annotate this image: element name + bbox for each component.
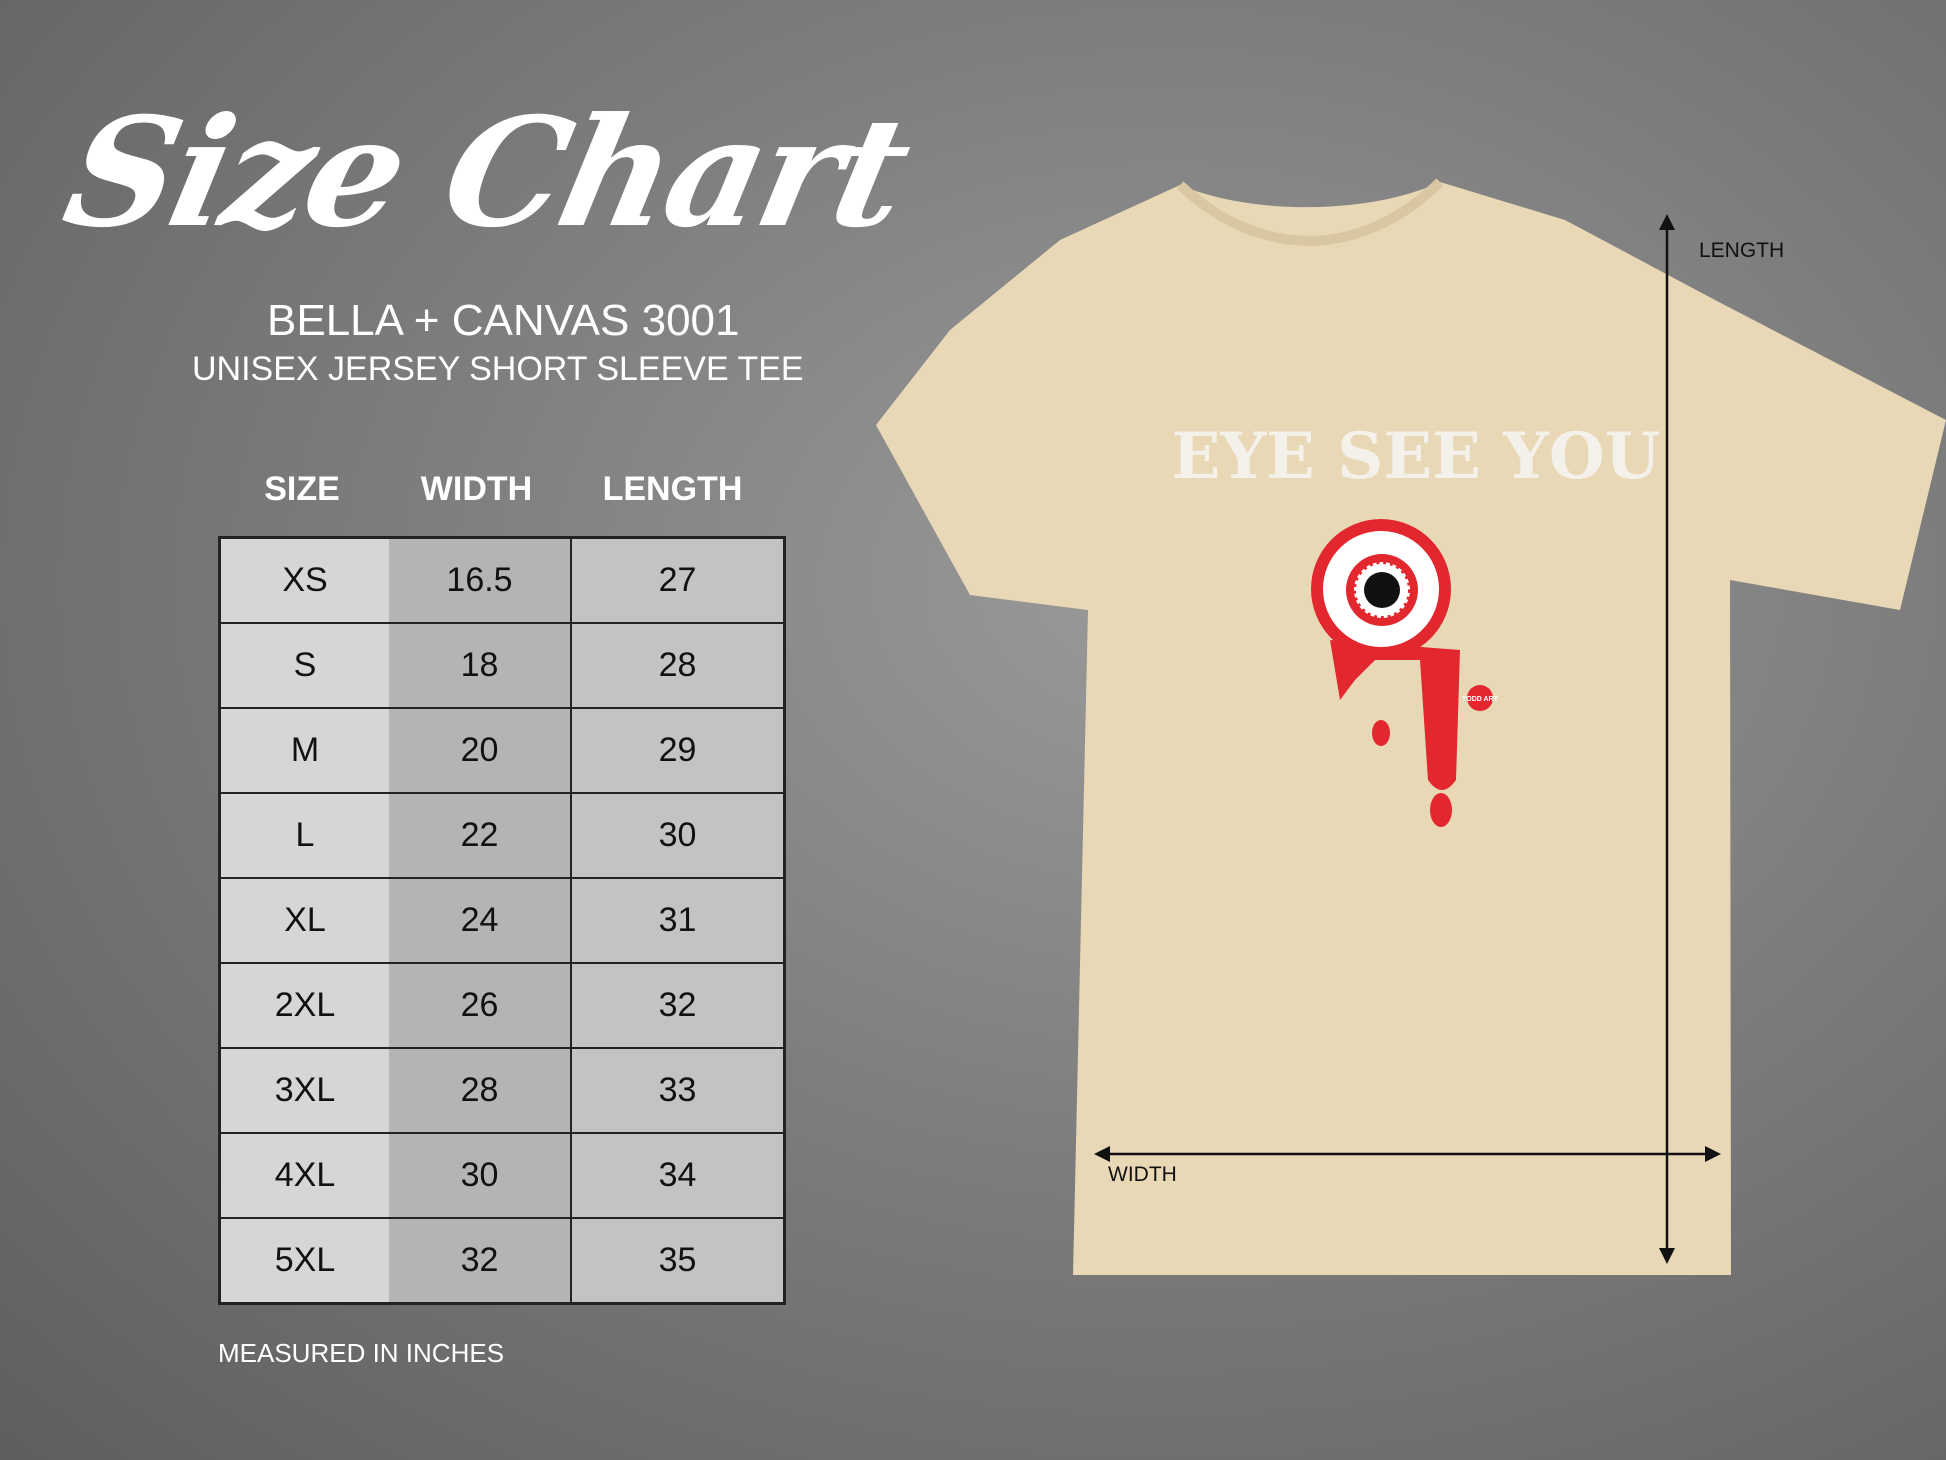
blood-drop xyxy=(1372,720,1390,746)
product-subtitle: UNISEX JERSEY SHORT SLEEVE TEE xyxy=(192,350,804,388)
table-row: 4XL 30 34 xyxy=(218,1132,786,1219)
size-cell: M xyxy=(218,707,389,794)
length-cell: 29 xyxy=(570,707,786,794)
width-cell: 20 xyxy=(389,707,572,794)
size-cell: 3XL xyxy=(218,1047,389,1134)
units-note: MEASURED IN INCHES xyxy=(218,1338,505,1368)
pupil xyxy=(1364,572,1400,608)
blood-drop xyxy=(1430,793,1452,827)
width-label: WIDTH xyxy=(1108,1163,1177,1186)
width-cell: 22 xyxy=(389,792,572,879)
header-size: SIZE xyxy=(264,470,340,508)
length-cell: 35 xyxy=(570,1217,786,1305)
print-text: EYE SEE YOU xyxy=(1172,419,1661,494)
size-cell: XL xyxy=(218,877,389,964)
table-row: 5XL 32 35 xyxy=(218,1217,786,1305)
tshirt-body xyxy=(876,182,1946,1275)
table-row: XS 16.5 27 xyxy=(218,536,786,624)
size-cell: L xyxy=(218,792,389,879)
width-cell: 28 xyxy=(389,1047,572,1134)
length-arrow xyxy=(1659,214,1675,1264)
length-cell: 28 xyxy=(570,622,786,709)
brand-model: BELLA + CANVAS 3001 xyxy=(267,296,740,345)
table-row: M 20 29 xyxy=(218,707,786,794)
logo-badge xyxy=(1467,685,1493,711)
size-cell: 5XL xyxy=(218,1217,389,1305)
tshirt-collar xyxy=(1176,178,1444,246)
size-table: XS 16.5 27 S 18 28 M 20 29 L 22 30 XL 24 31 2XL 26 32 3XL 2… xyxy=(218,536,786,1305)
table-row: XL 24 31 xyxy=(218,877,786,964)
length-cell: 27 xyxy=(570,536,786,624)
width-arrow xyxy=(1094,1146,1721,1162)
table-row: 3XL 28 33 xyxy=(218,1047,786,1134)
size-cell: 2XL xyxy=(218,962,389,1049)
width-cell: 16.5 xyxy=(389,536,572,624)
logo-text: TODD ART xyxy=(1462,696,1499,703)
width-cell: 26 xyxy=(389,962,572,1049)
table-row: 2XL 26 32 xyxy=(218,962,786,1049)
width-cell: 18 xyxy=(389,622,572,709)
width-cell: 24 xyxy=(389,877,572,964)
table-row: S 18 28 xyxy=(218,622,786,709)
width-cell: 32 xyxy=(389,1217,572,1305)
length-cell: 34 xyxy=(570,1132,786,1219)
size-cell: XS xyxy=(218,536,389,624)
bloody-eyeball-graphic: TODD ART xyxy=(1311,519,1499,827)
length-label: LENGTH xyxy=(1699,239,1785,262)
size-cell: S xyxy=(218,622,389,709)
length-cell: 32 xyxy=(570,962,786,1049)
size-cell: 4XL xyxy=(218,1132,389,1219)
header-length: LENGTH xyxy=(602,470,743,508)
table-row: L 22 30 xyxy=(218,792,786,879)
width-cell: 30 xyxy=(389,1132,572,1219)
length-cell: 31 xyxy=(570,877,786,964)
length-cell: 33 xyxy=(570,1047,786,1134)
header-width: WIDTH xyxy=(420,470,533,508)
blood-drip xyxy=(1330,640,1460,790)
length-cell: 30 xyxy=(570,792,786,879)
